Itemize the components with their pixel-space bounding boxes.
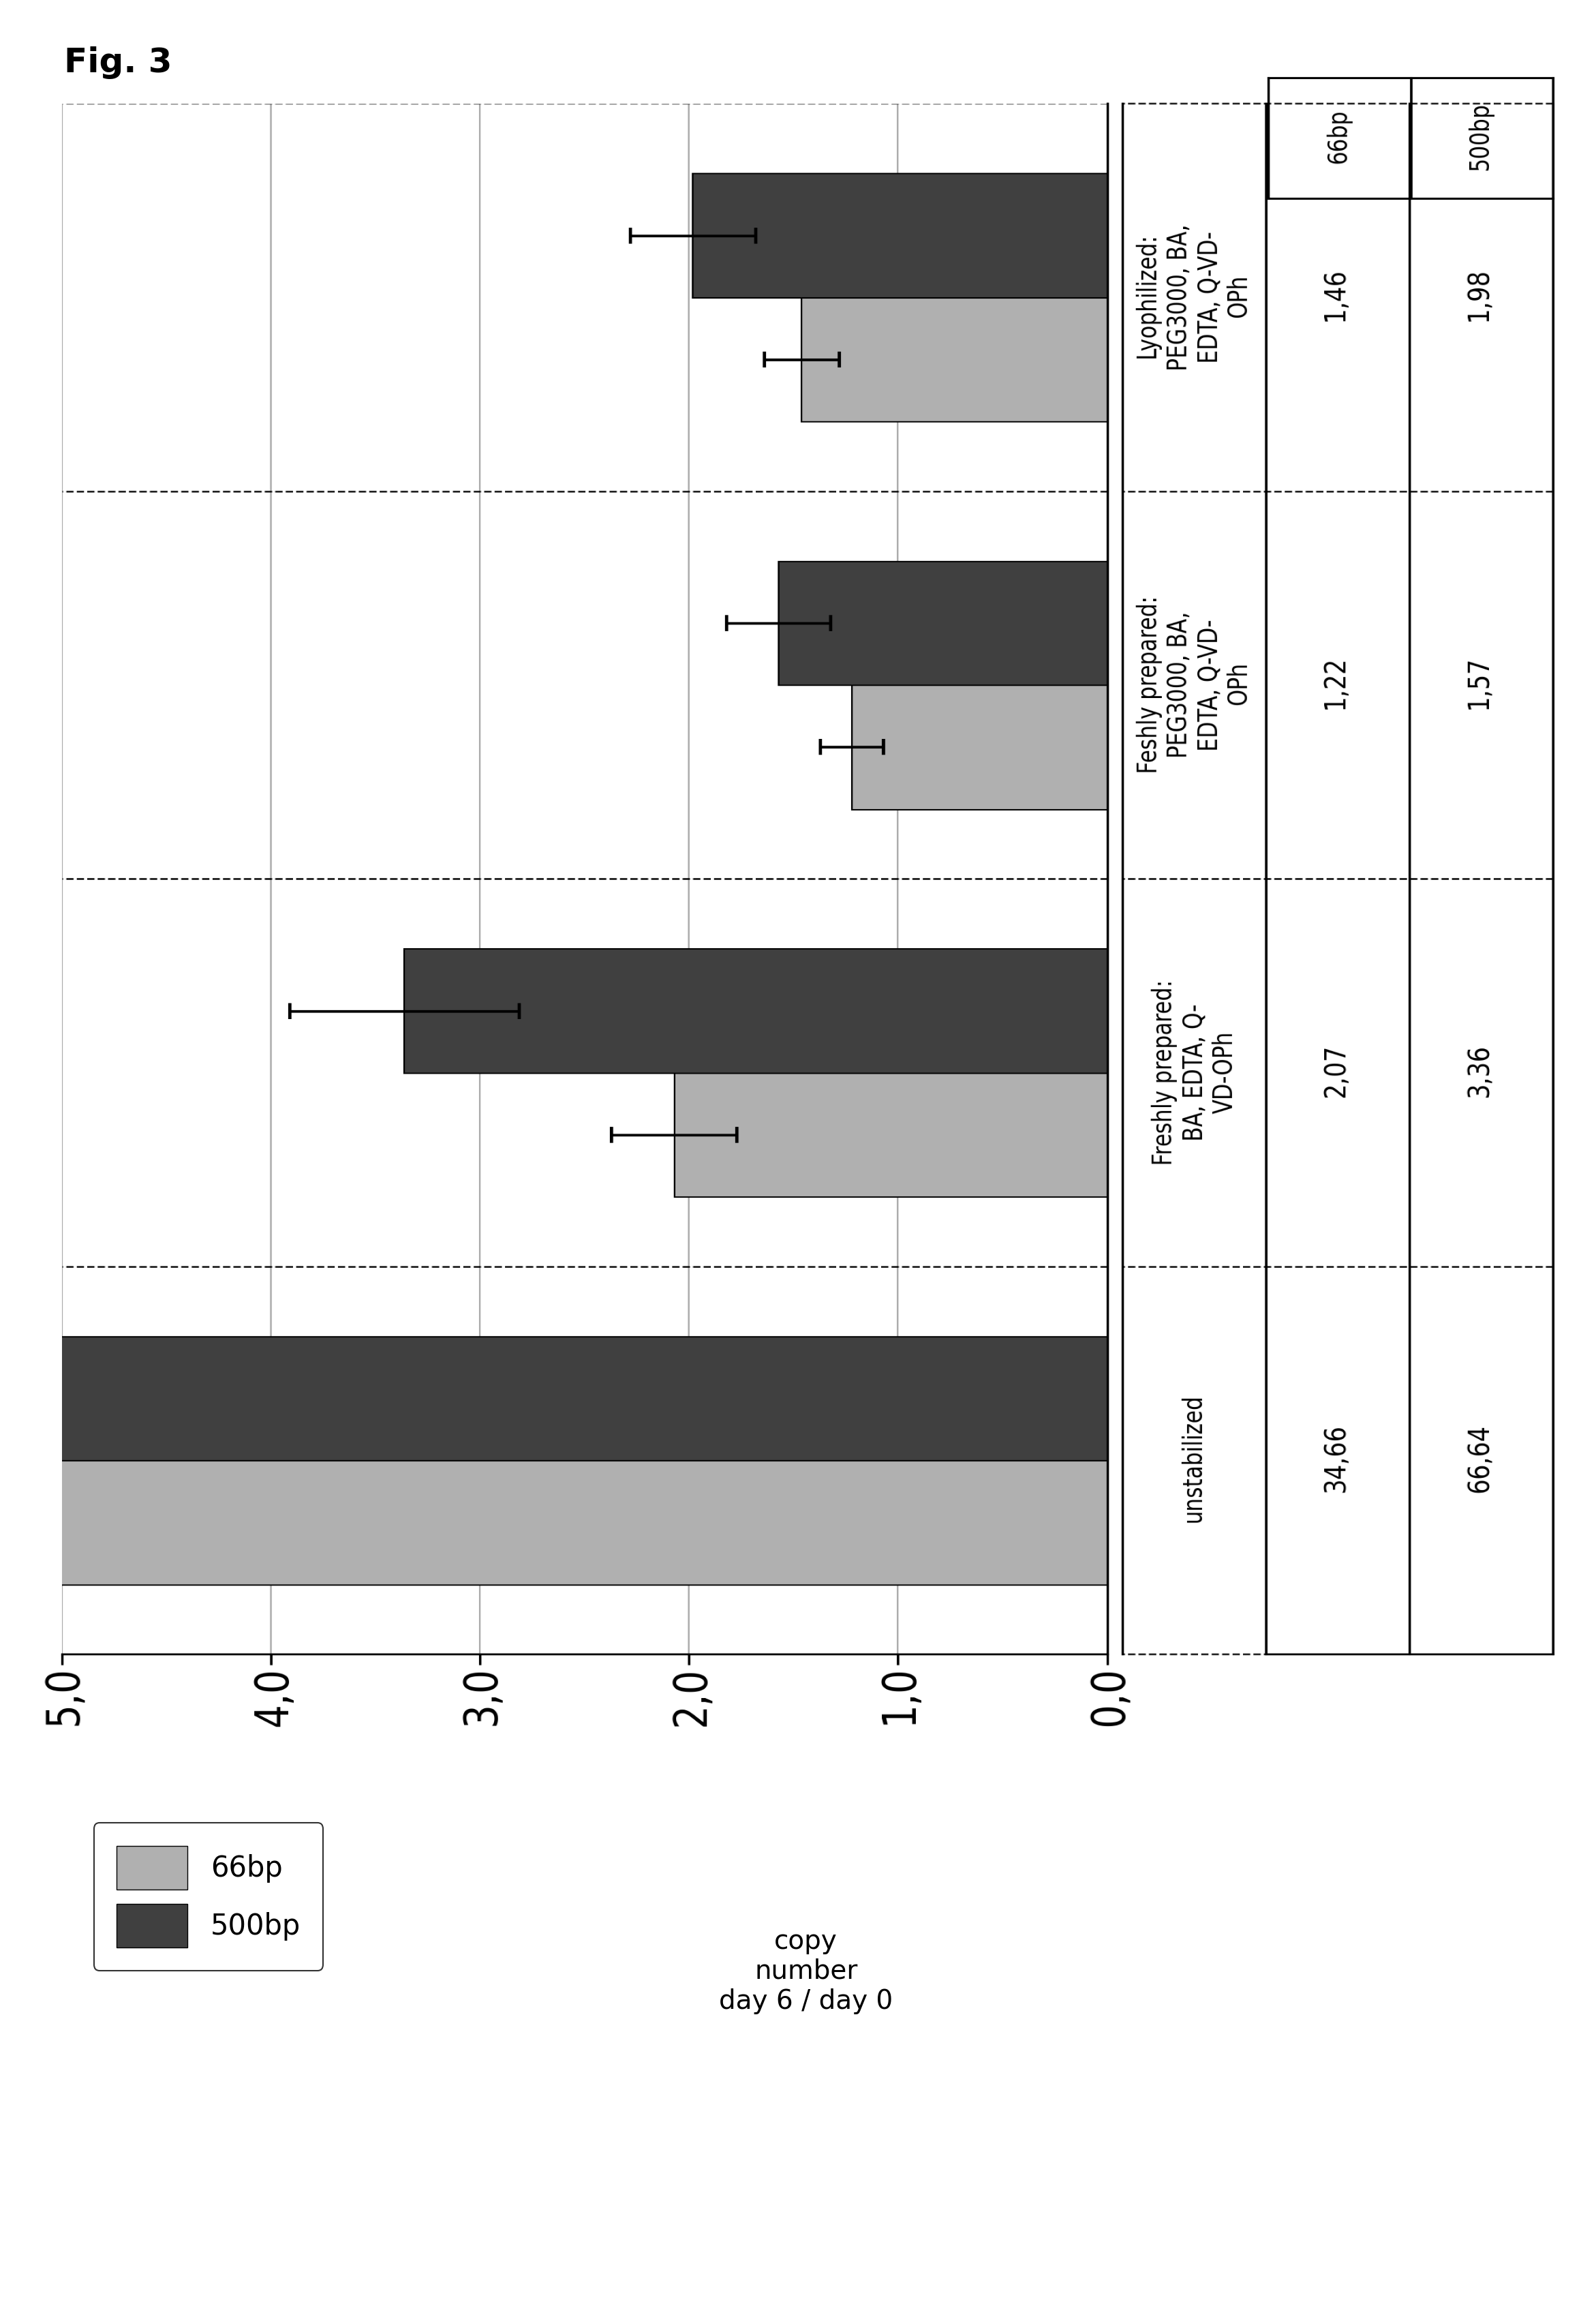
Legend: 66bp, 500bp: 66bp, 500bp — [94, 1823, 324, 1971]
Text: copy
number
day 6 / day 0: copy number day 6 / day 0 — [720, 1927, 892, 2015]
Text: Fig. 3: Fig. 3 — [64, 46, 172, 79]
